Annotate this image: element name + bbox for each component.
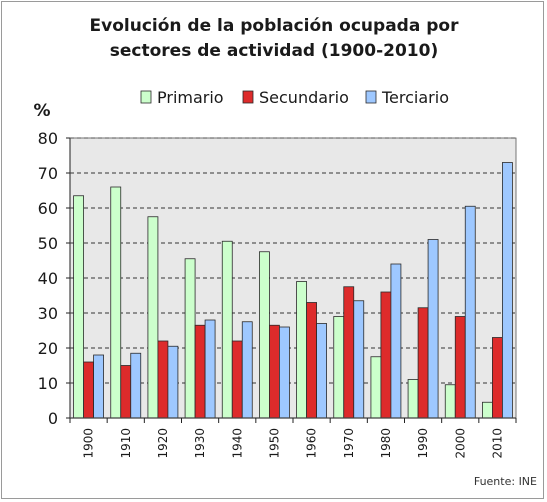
legend-label-primario: Primario (157, 88, 224, 107)
bar-terciario-1930 (204, 319, 216, 419)
bar-terciario-1980 (390, 263, 402, 419)
bar-terciario-1900 (93, 354, 104, 419)
y-tick-label: 60 (38, 199, 58, 218)
x-tick-label-1950: 1950 (267, 428, 281, 459)
chart-title-line1: Evolución de la población ocupada por (90, 16, 460, 36)
y-tick-label: 50 (38, 234, 58, 253)
x-tick-label-1900: 1900 (82, 428, 96, 459)
bar-primario-2000 (444, 384, 456, 419)
y-tick-label: 40 (38, 269, 58, 288)
x-tick-label-1990: 1990 (416, 428, 430, 459)
bar-primario-1910 (110, 186, 122, 419)
legend-swatch-terciario (365, 90, 377, 104)
legend-swatch-secundario (242, 90, 254, 104)
legend-swatch-primario (140, 90, 152, 104)
x-tick-label-2010: 2010 (490, 428, 504, 459)
legend-label-secundario: Secundario (259, 88, 349, 107)
x-tick-label-1920: 1920 (156, 428, 170, 459)
bar-terciario-1960 (316, 323, 327, 419)
x-tick-label-2000: 2000 (453, 428, 467, 459)
bars (73, 162, 513, 419)
chart-title-line2: sectores de actividad (1900-2010) (110, 41, 438, 61)
bar-terciario-1970 (353, 300, 365, 419)
y-tick-label: 70 (38, 164, 58, 183)
y-tick-label: 80 (38, 129, 58, 148)
bar-primario-1950 (259, 251, 270, 419)
bar-terciario-1920 (167, 345, 179, 419)
y-tick-label: 0 (48, 409, 58, 428)
source-note: Fuente: INE (474, 475, 537, 488)
bar-secundario-1940 (231, 340, 243, 419)
bar-primario-1980 (370, 356, 382, 419)
x-tick-label-1980: 1980 (379, 428, 393, 459)
bar-secundario-2000 (454, 316, 466, 419)
bar-secundario-1950 (269, 324, 280, 419)
bar-secundario-1920 (157, 340, 169, 419)
bar-terciario-2000 (464, 205, 476, 419)
bar-terciario-1910 (130, 352, 142, 419)
bar-terciario-2010 (502, 162, 513, 419)
bar-secundario-1930 (194, 324, 206, 419)
bar-primario-1940 (221, 240, 233, 419)
bar-secundario-1960 (306, 302, 317, 419)
bar-primario-1930 (184, 258, 196, 419)
bar-secundario-1900 (83, 361, 94, 419)
bar-terciario-1940 (241, 321, 253, 419)
bar-terciario-1990 (427, 239, 439, 419)
bar-secundario-1990 (417, 307, 429, 419)
bar-primario-1960 (296, 281, 307, 419)
bar-primario-1970 (333, 316, 345, 419)
x-tick-label-1940: 1940 (230, 428, 244, 459)
x-tick-label-1960: 1960 (305, 428, 319, 459)
bar-primario-2010 (482, 401, 493, 419)
x-tick-labels: 1900 1910 1920 1930 1940 1950 1960 1970 1980 1990… (82, 428, 505, 459)
legend: Primario Secundario Terciario (140, 88, 449, 107)
y-tick-label: 10 (38, 374, 58, 393)
bar-secundario-1980 (380, 291, 392, 419)
x-tick-label-1930: 1930 (193, 428, 207, 459)
bar-primario-1900 (73, 195, 84, 419)
bar-primario-1990 (407, 379, 419, 419)
legend-label-terciario: Terciario (381, 88, 449, 107)
bar-secundario-1970 (343, 286, 355, 419)
y-tick-label: 20 (38, 339, 58, 358)
x-tick-label-1970: 1970 (342, 428, 356, 459)
y-axis-label: % (33, 101, 50, 121)
bar-secundario-2010 (492, 337, 503, 419)
y-tick-label: 30 (38, 304, 58, 323)
bar-primario-1920 (147, 216, 159, 419)
bar-secundario-1910 (120, 365, 132, 419)
bar-terciario-1950 (279, 326, 290, 419)
y-tick-labels: 0 10 20 30 40 50 60 70 80 (38, 129, 58, 428)
x-tick-label-1910: 1910 (119, 428, 133, 459)
axes (66, 137, 517, 423)
